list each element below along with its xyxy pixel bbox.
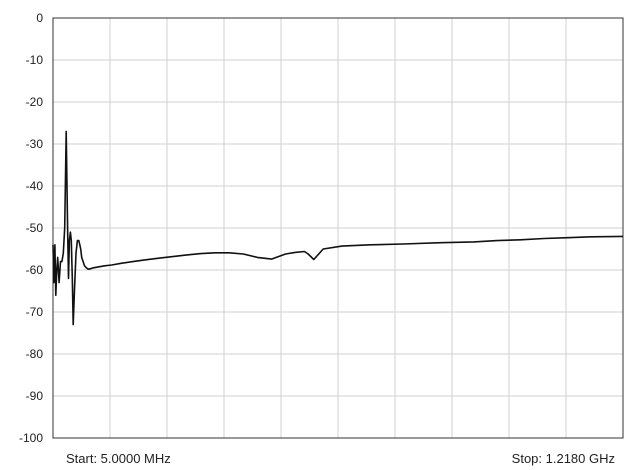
y-axis-ticks: 0 -10 -20 -30 -40 -50 -60 -70 -80 -90 -100 — [19, 11, 43, 445]
y-tick-label: 0 — [36, 11, 43, 25]
y-tick-label: -10 — [26, 53, 44, 67]
y-tick-label: -50 — [26, 221, 44, 235]
y-tick-label: -30 — [26, 137, 44, 151]
y-tick-label: -100 — [19, 431, 43, 445]
start-frequency-label: Start: 5.0000 MHz — [66, 451, 171, 466]
y-tick-label: -40 — [26, 179, 44, 193]
y-tick-label: -60 — [26, 263, 44, 277]
y-tick-label: -20 — [26, 95, 44, 109]
series-line — [52, 130, 624, 326]
grid — [53, 18, 623, 438]
y-tick-label: -80 — [26, 347, 44, 361]
plot-frame — [52, 17, 624, 439]
y-tick-label: -70 — [26, 305, 44, 319]
y-tick-label: -90 — [26, 389, 44, 403]
stop-frequency-label: Stop: 1.2180 GHz — [511, 451, 615, 466]
